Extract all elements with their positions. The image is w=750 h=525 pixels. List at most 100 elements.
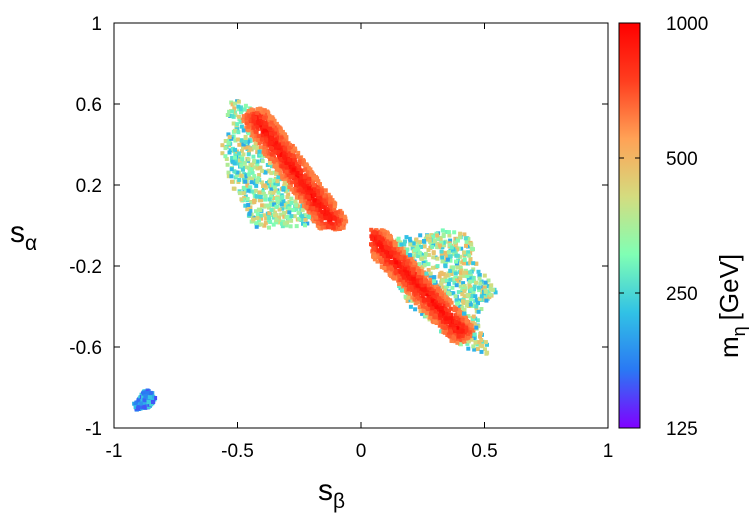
data-point: [252, 174, 257, 179]
data-point: [404, 251, 409, 256]
data-point: [418, 298, 423, 303]
data-point: [419, 256, 424, 261]
data-point: [423, 313, 428, 318]
data-point: [342, 214, 347, 219]
data-point: [419, 290, 424, 295]
data-point: [427, 238, 432, 243]
data-point: [265, 203, 270, 208]
data-point: [264, 138, 269, 142]
data-point: [425, 311, 429, 316]
data-point: [423, 282, 427, 287]
data-point: [472, 284, 477, 289]
data-point: [149, 402, 154, 407]
data-point: [291, 167, 296, 172]
data-point: [393, 265, 397, 270]
data-point: [287, 185, 292, 190]
data-point: [464, 319, 469, 324]
data-point: [444, 259, 449, 264]
data-point: [298, 188, 303, 192]
data-point: [300, 214, 305, 219]
data-point: [440, 255, 445, 260]
data-point: [251, 134, 256, 139]
data-point: [266, 111, 271, 116]
data-point: [263, 220, 268, 225]
data-point: [471, 314, 476, 319]
data-point: [267, 126, 272, 131]
data-point: [324, 216, 328, 221]
data-point: [460, 328, 465, 333]
data-point: [239, 149, 244, 154]
data-point: [315, 204, 320, 209]
data-point: [449, 272, 454, 276]
data-point: [484, 298, 489, 303]
data-point: [369, 242, 373, 247]
data-point: [390, 244, 395, 249]
data-point: [223, 139, 228, 143]
data-point: [448, 326, 452, 331]
data-point: [480, 343, 485, 348]
data-point: [456, 329, 461, 334]
data-point: [446, 230, 451, 235]
data-point: [318, 208, 323, 212]
data-point: [258, 213, 263, 218]
data-point: [425, 314, 430, 319]
data-point: [443, 296, 448, 301]
data-point: [252, 111, 257, 116]
data-point: [267, 216, 272, 221]
data-point: [262, 123, 266, 128]
data-point: [239, 138, 244, 143]
data-point: [405, 299, 410, 303]
data-point: [230, 102, 235, 107]
data-point: [376, 242, 381, 247]
data-point: [256, 120, 261, 125]
data-point: [285, 220, 290, 225]
data-point: [459, 270, 463, 275]
data-point: [280, 224, 285, 229]
data-point: [470, 275, 475, 280]
data-point: [275, 179, 280, 184]
data-point: [426, 267, 431, 272]
data-point: [262, 146, 267, 150]
data-point: [241, 152, 246, 157]
data-point: [296, 210, 301, 215]
data-point: [386, 235, 391, 240]
data-point: [324, 198, 329, 202]
data-point: [309, 173, 314, 178]
data-point: [319, 214, 324, 219]
data-point: [320, 190, 324, 195]
data-point: [298, 169, 303, 174]
data-point: [400, 285, 405, 290]
data-point: [263, 112, 268, 117]
data-point: [429, 311, 434, 316]
data-point: [465, 341, 470, 346]
data-point: [247, 211, 252, 216]
data-point: [403, 282, 407, 287]
data-point: [463, 315, 468, 320]
data-point: [323, 201, 328, 206]
data-point: [306, 209, 311, 214]
data-point: [417, 268, 422, 273]
data-point: [420, 283, 425, 288]
data-point: [464, 325, 469, 330]
data-point: [473, 340, 478, 345]
data-point: [428, 273, 432, 278]
data-point: [268, 190, 273, 195]
data-point: [255, 216, 260, 221]
data-point: [286, 192, 291, 197]
data-point: [400, 271, 405, 276]
data-point: [456, 258, 461, 263]
data-point: [239, 110, 243, 115]
data-point: [282, 151, 287, 156]
data-point: [290, 151, 295, 156]
data-point: [447, 292, 452, 297]
data-point: [259, 168, 264, 173]
data-point: [328, 204, 333, 209]
data-point: [389, 250, 394, 255]
data-point: [260, 189, 265, 194]
data-point: [254, 209, 258, 214]
data-point: [262, 183, 267, 188]
data-point: [299, 199, 304, 204]
data-point: [230, 114, 235, 119]
data-point: [235, 159, 240, 164]
data-point: [406, 286, 411, 291]
